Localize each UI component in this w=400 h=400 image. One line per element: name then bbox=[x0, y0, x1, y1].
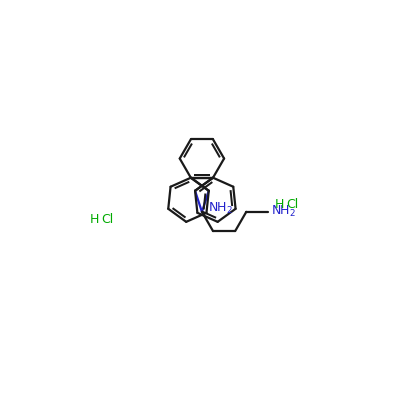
Text: H: H bbox=[275, 198, 284, 211]
Text: Cl: Cl bbox=[101, 213, 113, 226]
Text: H: H bbox=[89, 213, 99, 226]
Text: NH$_2$: NH$_2$ bbox=[208, 201, 232, 216]
Text: Cl: Cl bbox=[287, 198, 299, 211]
Text: NH$_2$: NH$_2$ bbox=[271, 204, 296, 220]
